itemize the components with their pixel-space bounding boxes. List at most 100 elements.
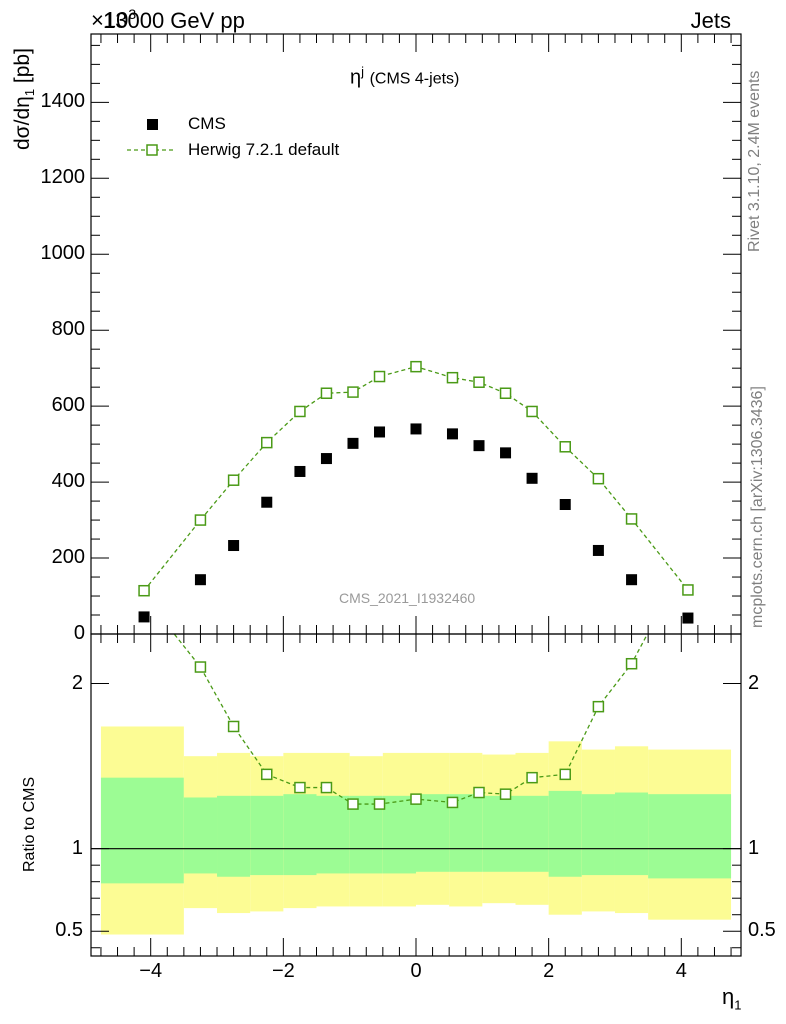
data-point <box>446 428 458 440</box>
x-tick-label: −2 <box>271 960 295 982</box>
mc-point <box>138 584 150 597</box>
stat-uncertainty-band <box>382 795 416 874</box>
x-tick-label: 4 <box>675 960 687 982</box>
stat-uncertainty-band <box>316 795 350 874</box>
x-tick-label: 0 <box>410 960 422 982</box>
ratio-point <box>194 661 207 673</box>
legend-cms-marker <box>147 119 158 130</box>
stat-uncertainty-band <box>581 794 615 876</box>
main-series <box>138 360 694 624</box>
data-point <box>559 499 571 511</box>
stat-uncertainty-band <box>100 777 184 884</box>
ratio-point <box>499 788 512 800</box>
legend <box>127 119 176 156</box>
mc-point <box>559 441 571 453</box>
data-point <box>228 540 240 552</box>
main-y-tick-label: 200 <box>51 546 85 569</box>
data-point <box>261 496 273 508</box>
main-y-tick-label: 400 <box>51 470 85 493</box>
mc-point <box>592 472 605 485</box>
ratio-y-tick-label-right: 1 <box>748 836 760 859</box>
ratio-point <box>526 771 538 784</box>
data-point <box>320 453 332 465</box>
mc-point <box>347 386 359 398</box>
mc-line <box>143 365 689 592</box>
ratio-point <box>261 768 273 781</box>
ratio-point <box>683 553 693 563</box>
main-y-tick-label: 1000 <box>40 242 86 265</box>
data-point <box>682 612 694 624</box>
header-process-label: Jets <box>690 8 731 33</box>
ratio-y-axis-label: Ratio to CMS <box>21 776 38 872</box>
ratio-y-tick-label-right: 2 <box>748 671 760 694</box>
ratio-point <box>373 798 386 810</box>
x-tick-label: 2 <box>543 960 555 982</box>
stat-uncertainty-band <box>548 790 582 877</box>
plot-title: ηj (CMS 4-jets) <box>350 64 460 89</box>
stat-uncertainty-band <box>614 792 649 876</box>
ratio-point <box>294 781 306 794</box>
main-y-axis-label: dσ/dη1 [pb] <box>11 48 38 150</box>
data-point <box>473 440 485 452</box>
legend-mc-label: Herwig 7.2.1 default <box>188 140 340 159</box>
y-axis-exponent: ×103 <box>91 6 137 33</box>
ratio-series <box>173 553 693 810</box>
stat-uncertainty-band <box>183 797 218 874</box>
mc-point <box>473 376 485 388</box>
mc-point <box>261 436 273 449</box>
data-point <box>410 423 422 435</box>
stat-uncertainty-band <box>648 794 732 879</box>
data-point <box>626 574 638 586</box>
data-point <box>592 544 604 556</box>
data-point <box>374 426 386 438</box>
main-y-tick-label: 800 <box>51 318 85 341</box>
main-y-tick-label: 600 <box>51 394 85 417</box>
mc-point <box>373 370 386 383</box>
ratio-y-tick-label: 1 <box>71 836 83 859</box>
legend-cms-label: CMS <box>188 114 226 133</box>
mc-point <box>294 405 306 418</box>
data-point <box>526 472 538 484</box>
data-point <box>347 437 359 449</box>
main-y-tick-label: 1200 <box>40 166 86 189</box>
data-point <box>294 465 306 477</box>
main-y-tick-label: 1400 <box>40 90 86 113</box>
ratio-point <box>473 786 485 799</box>
data-point <box>194 574 206 586</box>
ratio-point <box>559 768 571 781</box>
stat-uncertainty-band <box>482 795 516 872</box>
data-point <box>138 611 150 623</box>
stat-uncertainty-band <box>250 795 284 876</box>
mc-point <box>446 371 459 384</box>
main-y-tick-label: 0 <box>73 622 85 644</box>
stat-uncertainty-band <box>515 795 549 872</box>
axis-ticks <box>91 34 741 956</box>
ratio-point <box>446 796 459 809</box>
stat-uncertainty-band <box>217 795 251 877</box>
data-point <box>500 447 512 459</box>
mc-point <box>682 584 694 596</box>
stat-uncertainty-band <box>283 794 317 876</box>
mc-point <box>625 513 638 525</box>
stat-uncertainty-band <box>416 794 450 872</box>
analysis-watermark: CMS_2021_I1932460 <box>339 590 476 606</box>
rivet-version-label: Rivet 3.1.10, 2.4M events <box>746 70 763 252</box>
mc-point <box>227 474 240 486</box>
mc-point <box>499 387 512 399</box>
x-axis-label: η1 <box>722 984 742 1013</box>
legend-mc-marker <box>146 144 158 156</box>
ratio-point <box>320 781 333 794</box>
ratio-y-tick-label: 2 <box>71 671 83 694</box>
mc-point <box>194 514 207 526</box>
x-tick-label: −4 <box>139 960 163 982</box>
mc-point <box>320 387 333 399</box>
ratio-uncertainty-bands <box>100 726 732 935</box>
ratio-point <box>410 793 422 805</box>
mcplots-source-label: mcplots.cern.ch [arXiv:1306.3436] <box>749 386 766 628</box>
ratio-point <box>625 657 638 670</box>
ratio-y-tick-label: 0.5 <box>55 919 83 942</box>
mc-point <box>410 360 422 373</box>
ratio-point <box>592 700 605 713</box>
ratio-y-tick-label-right: 0.5 <box>748 919 776 942</box>
